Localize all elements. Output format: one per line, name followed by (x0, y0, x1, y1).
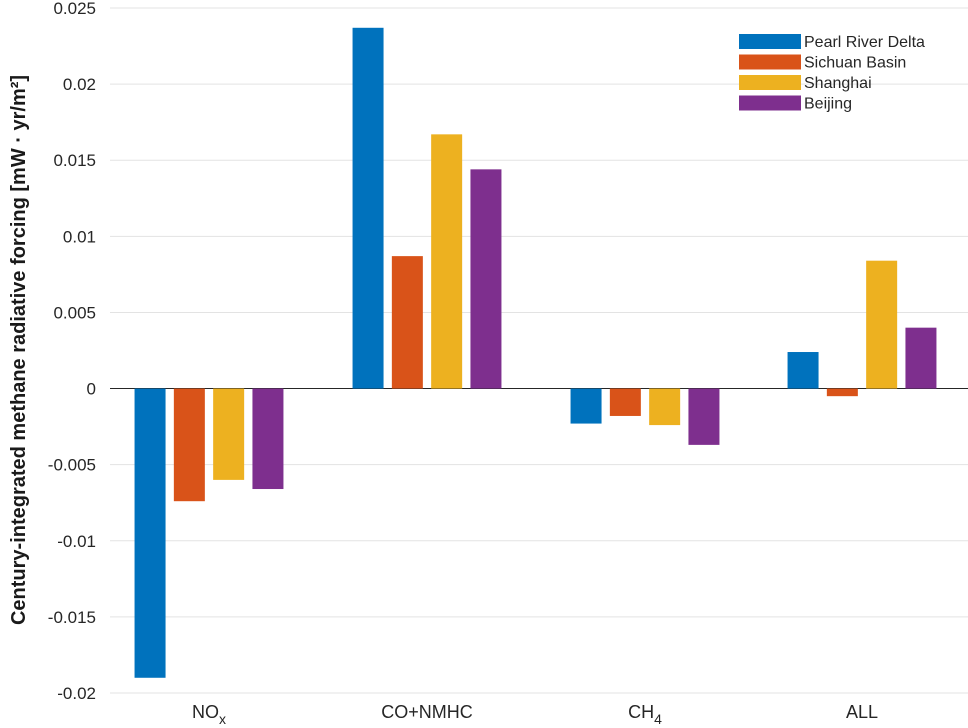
bar (787, 352, 819, 389)
y-axis-label: Century-integrated methane radiative for… (8, 75, 30, 625)
bar (826, 388, 858, 397)
legend-swatch (739, 75, 801, 90)
legend-label: Beijing (804, 96, 852, 113)
legend: Pearl River Delta Sichuan Basin Shanghai Be… (739, 34, 925, 113)
bar (866, 260, 898, 389)
x-category-label: CH4 (628, 702, 662, 727)
bar (252, 388, 284, 490)
x-category-label: CO+NMHC (381, 702, 473, 722)
bar (649, 388, 681, 426)
bar (391, 256, 423, 389)
y-tick-label: 0.01 (63, 227, 96, 246)
legend-label: Shanghai (804, 75, 872, 92)
bar (352, 27, 384, 389)
y-tick-label: 0.005 (53, 303, 96, 322)
bar (431, 134, 463, 389)
bars (134, 27, 937, 678)
legend-swatch (739, 95, 801, 111)
bar (470, 169, 502, 389)
legend-swatch (739, 34, 801, 49)
bar (213, 388, 245, 480)
bar (173, 388, 205, 502)
bar (688, 388, 720, 445)
legend-label: Pearl River Delta (804, 34, 925, 51)
bar (570, 388, 602, 424)
x-category-labels: NOx CO+NMHC CH4 ALL (192, 702, 878, 727)
y-tick-label: -0.015 (48, 608, 96, 627)
y-tick-label: 0.025 (53, 0, 96, 18)
y-tick-labels: -0.02 -0.015 -0.01 -0.005 0 0.005 0.01 0.015 0.0… (48, 0, 96, 703)
bar (905, 327, 937, 389)
y-tick-label: -0.005 (48, 456, 96, 475)
y-tick-label: 0.015 (53, 151, 96, 170)
bar (609, 388, 641, 416)
legend-swatch (739, 54, 801, 70)
x-category-label: NOx (192, 702, 226, 727)
y-tick-label: -0.01 (57, 532, 96, 551)
y-tick-label: 0 (87, 380, 96, 399)
y-tick-label: -0.02 (57, 684, 96, 703)
y-tick-label: 0.02 (63, 75, 96, 94)
x-category-label: ALL (846, 702, 878, 722)
legend-label: Sichuan Basin (804, 55, 906, 72)
bar (134, 388, 166, 678)
